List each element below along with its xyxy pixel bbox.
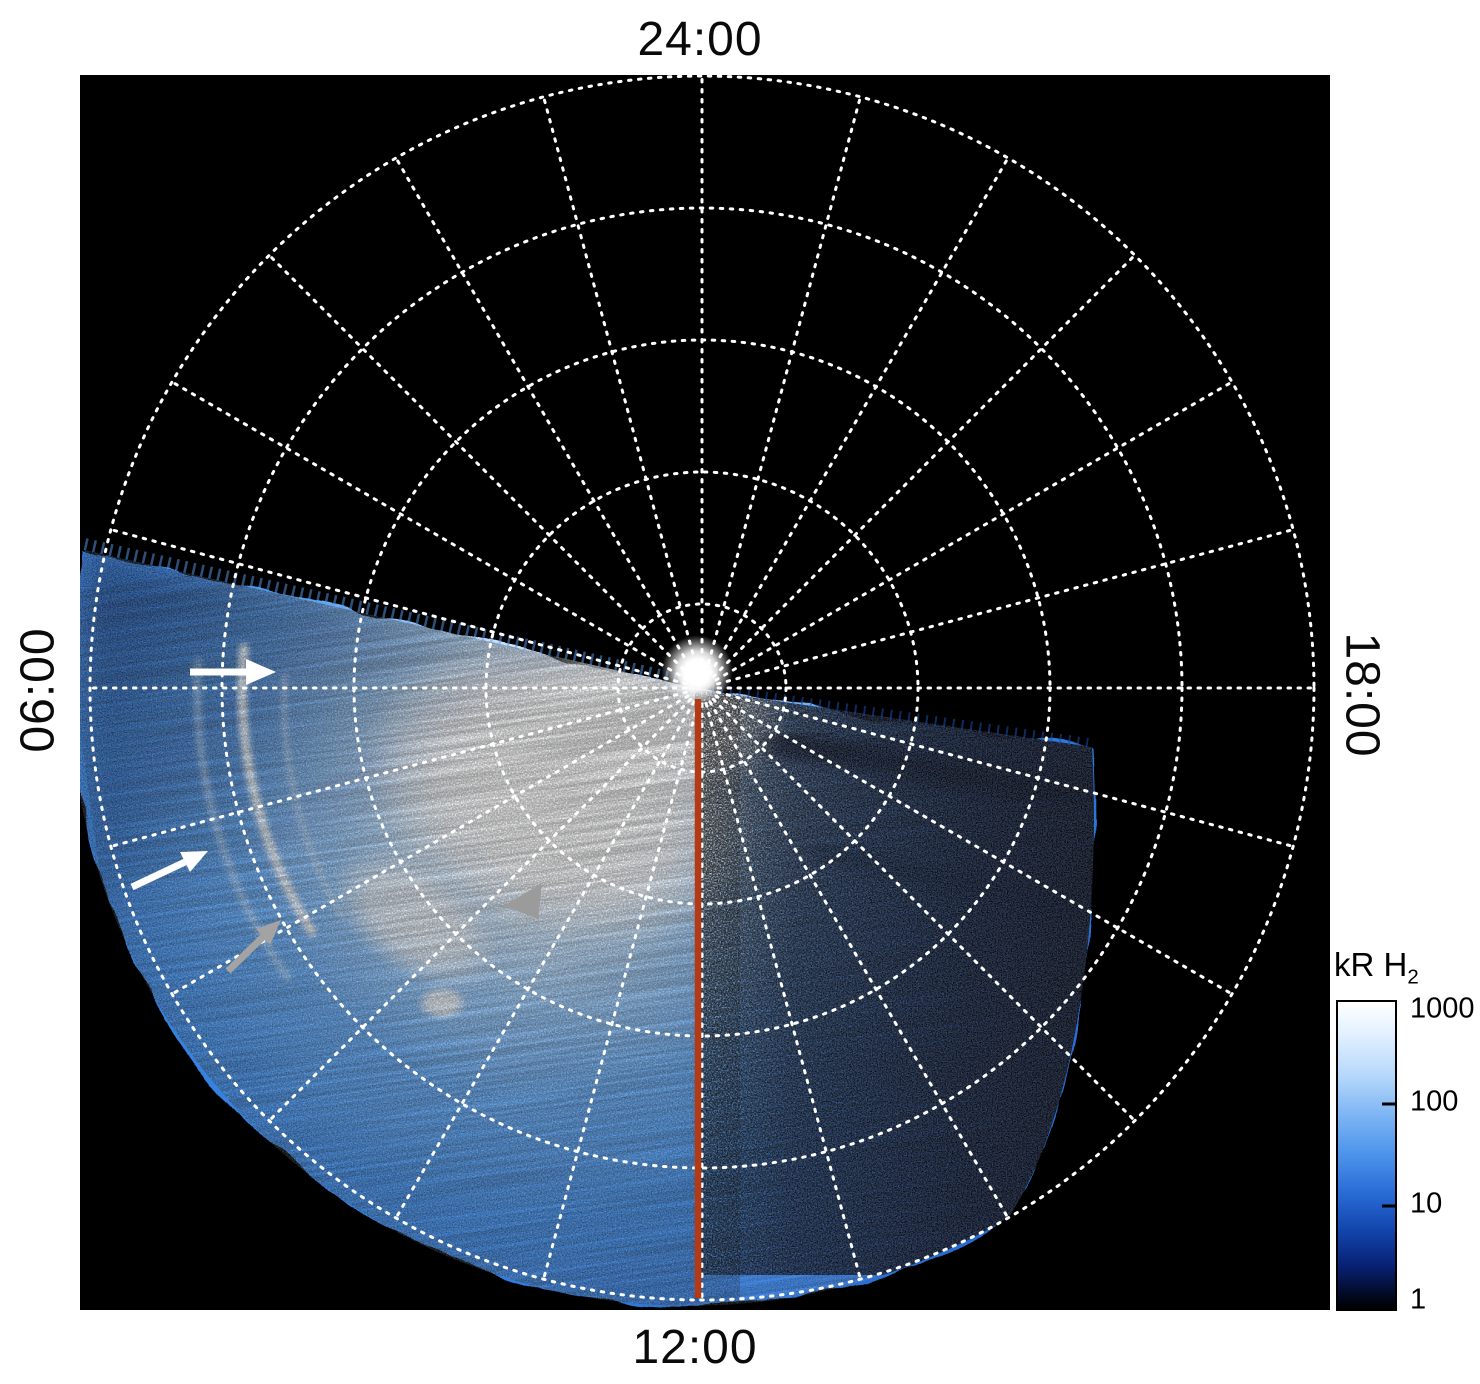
grid-spoke: [714, 694, 1234, 996]
time-label-1800: 18:00: [1335, 632, 1389, 758]
colorbar-tick-1: 1: [1410, 1283, 1427, 1316]
grid-spoke: [711, 253, 1137, 679]
grid-spoke: [708, 700, 1010, 1220]
colorbar-tickmark-10: [1382, 1204, 1395, 1208]
gray-arrowhead-center: [504, 883, 542, 919]
colorbar: kR H2 1000 100 10 1: [1330, 946, 1480, 1316]
grid-spoke: [716, 528, 1295, 686]
polar-plot-area: [80, 75, 1330, 1310]
grid-spoke: [711, 697, 1137, 1123]
grid-spoke: [109, 528, 688, 686]
time-label-2400: 24:00: [637, 13, 763, 66]
colorbar-tick-1000: 1000: [1410, 992, 1475, 1025]
grid-spoke: [267, 697, 693, 1123]
polar-plot-svg: [80, 75, 1330, 1310]
scan-edge-fringe-dawn: [83, 538, 706, 691]
grid-spoke: [704, 95, 862, 674]
grid-ring: [88, 75, 1316, 1302]
colorbar-tick-10: 10: [1410, 1187, 1443, 1220]
time-label-1200: 12:00: [632, 1321, 758, 1374]
scan-edge-fringe-dusk: [711, 684, 1089, 748]
grid-spoke: [109, 690, 688, 848]
time-label-0600: 06:00: [11, 627, 65, 753]
grid-spoke: [542, 95, 700, 674]
grid-spoke: [267, 253, 693, 679]
white-arrow-upper: [190, 659, 276, 685]
colorbar-tickmark-100: [1382, 1102, 1395, 1106]
white-arrow-lower: [130, 851, 208, 891]
gray-arrow-left: [225, 920, 281, 974]
grid-spoke: [708, 156, 1010, 676]
colorbar-gradient: [1336, 999, 1397, 1311]
polar-grid: [88, 75, 1316, 1302]
grid-spoke: [170, 380, 690, 682]
grid-spoke: [170, 694, 690, 996]
grid-spoke: [714, 380, 1234, 682]
grid-spoke: [394, 700, 696, 1220]
colorbar-title: kR H2: [1334, 946, 1419, 989]
grid-spoke: [394, 156, 696, 676]
grid-spoke: [542, 702, 700, 1281]
colorbar-tick-100: 100: [1410, 1085, 1459, 1118]
grid-spoke: [716, 690, 1295, 848]
grid-spoke: [704, 702, 862, 1281]
grid-ring: [616, 602, 788, 774]
annotation-arrows: [130, 659, 542, 974]
